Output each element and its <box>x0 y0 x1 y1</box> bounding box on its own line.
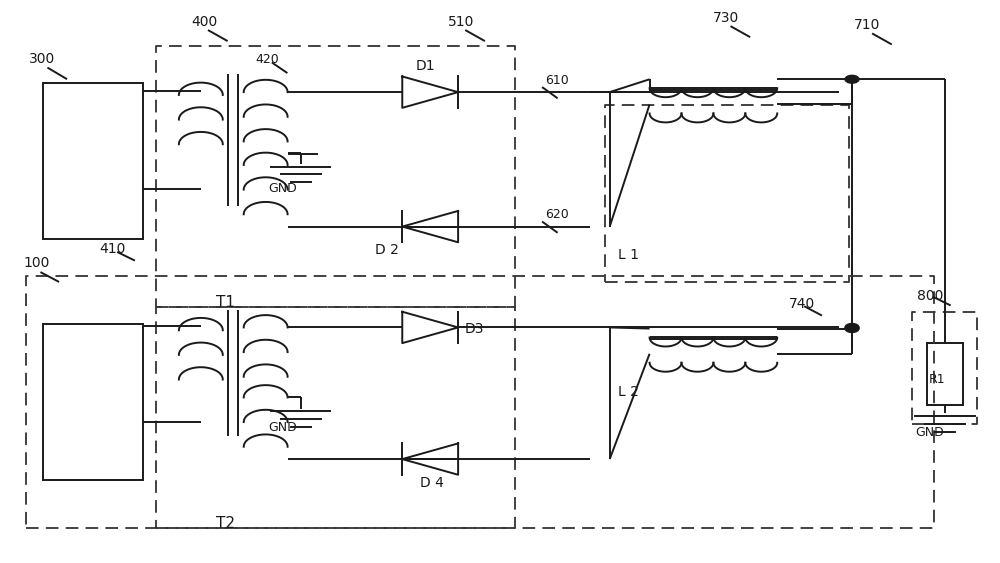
Text: D1: D1 <box>415 59 435 73</box>
Bar <box>927 343 963 405</box>
Text: 100: 100 <box>23 256 50 270</box>
Text: 510: 510 <box>448 15 475 29</box>
Text: GND: GND <box>915 427 944 440</box>
Text: D 2: D 2 <box>375 243 399 257</box>
Text: 620: 620 <box>545 208 569 221</box>
Text: GND: GND <box>269 182 297 195</box>
Text: D3: D3 <box>465 322 485 336</box>
Text: 800: 800 <box>917 289 943 303</box>
Text: GND: GND <box>269 421 297 434</box>
Text: T2: T2 <box>216 516 235 531</box>
Circle shape <box>845 324 859 332</box>
Circle shape <box>845 75 859 83</box>
Text: D 4: D 4 <box>420 476 444 490</box>
Text: 730: 730 <box>712 11 739 25</box>
Text: R1: R1 <box>928 373 945 386</box>
Text: L 1: L 1 <box>618 248 639 262</box>
Text: 740: 740 <box>789 297 815 311</box>
Text: 420: 420 <box>256 53 279 66</box>
Bar <box>43 324 143 480</box>
Text: 300: 300 <box>29 52 56 66</box>
Text: 610: 610 <box>545 74 569 87</box>
Text: T1: T1 <box>216 294 235 310</box>
Text: 710: 710 <box>854 18 880 32</box>
Circle shape <box>845 325 859 333</box>
Bar <box>43 83 143 239</box>
Text: 400: 400 <box>191 15 217 29</box>
Text: L 2: L 2 <box>618 385 639 399</box>
Text: 410: 410 <box>99 242 125 256</box>
